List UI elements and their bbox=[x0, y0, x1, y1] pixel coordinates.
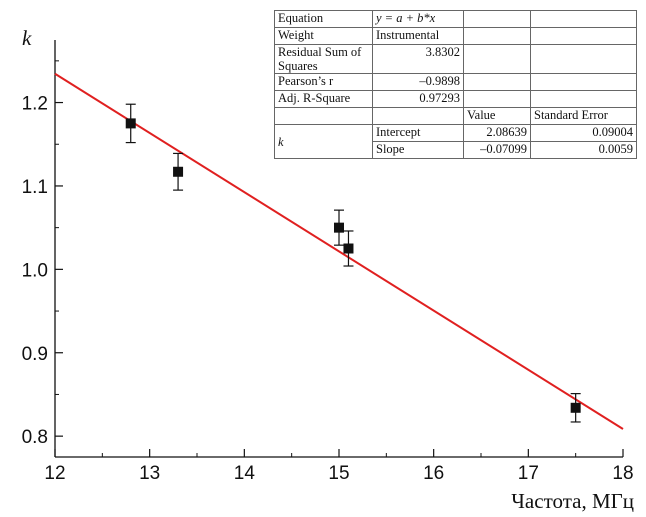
x-tick-label: 16 bbox=[423, 463, 444, 484]
pearson-label: Pearson’s r bbox=[274, 73, 373, 91]
fit-line bbox=[54, 72, 624, 430]
x-tick-label: 14 bbox=[234, 463, 256, 484]
intercept-label: Intercept bbox=[372, 124, 464, 142]
slope-value: –0.07099 bbox=[463, 141, 531, 159]
rss-label: Residual Sum of Squares bbox=[274, 44, 373, 74]
data-point bbox=[570, 402, 581, 413]
empty-cell bbox=[463, 44, 531, 74]
points-layer bbox=[125, 103, 581, 423]
stderr-header: Standard Error bbox=[530, 107, 637, 125]
intercept-row: k Intercept 2.08639 0.09004 bbox=[274, 124, 637, 159]
weight-value: Instrumental bbox=[372, 27, 464, 45]
x-tick-label: 13 bbox=[139, 463, 160, 484]
empty-cell bbox=[530, 90, 637, 108]
empty-cell bbox=[530, 73, 637, 91]
intercept-value: 2.08639 bbox=[463, 124, 531, 142]
value-header: Value bbox=[463, 107, 531, 125]
slope-stderr: 0.0059 bbox=[530, 141, 637, 159]
equation-row: Equation y = a + b*x bbox=[274, 10, 637, 28]
pearson-row: Pearson’s r –0.9898 bbox=[274, 73, 637, 91]
intercept-stderr: 0.09004 bbox=[530, 124, 637, 142]
data-point bbox=[334, 222, 344, 233]
empty-cell bbox=[463, 90, 531, 108]
empty-cell bbox=[463, 73, 531, 91]
x-tick-label: 17 bbox=[518, 463, 539, 484]
equation-label: Equation bbox=[274, 10, 373, 28]
empty-cell bbox=[530, 44, 637, 74]
weight-row: Weight Instrumental bbox=[274, 27, 637, 45]
adj-r2-row: Adj. R-Square 0.97293 bbox=[274, 90, 637, 108]
empty-cell bbox=[274, 107, 373, 125]
y-tick-label: 1.0 bbox=[22, 260, 48, 281]
fit-layer bbox=[54, 72, 624, 430]
empty-cell bbox=[463, 10, 531, 28]
x-tick-label: 12 bbox=[44, 463, 65, 484]
adj-r2-label: Adj. R-Square bbox=[274, 90, 373, 108]
param-header-row: Value Standard Error bbox=[274, 107, 637, 125]
data-point bbox=[173, 166, 184, 177]
empty-cell bbox=[463, 27, 531, 45]
y-tick-label: 1.2 bbox=[22, 94, 48, 115]
empty-cell bbox=[530, 10, 637, 28]
y-axis-title: k bbox=[22, 26, 32, 50]
labels-layer: 12 13 14 15 16 17 18 0.8 0.9 1.0 1.1 1.2 k Частота, М… bbox=[22, 26, 634, 513]
empty-cell bbox=[372, 107, 464, 125]
slope-row: Slope –0.07099 0.0059 bbox=[275, 141, 637, 159]
axes bbox=[54, 40, 624, 458]
x-tick-label: 15 bbox=[328, 463, 349, 484]
empty-cell bbox=[530, 27, 637, 45]
rss-value: 3.8302 bbox=[372, 44, 464, 74]
y-tick-label: 0.8 bbox=[22, 427, 48, 448]
adj-r2-value: 0.97293 bbox=[372, 90, 464, 108]
param-label: k bbox=[274, 124, 373, 159]
y-tick-label: 0.9 bbox=[22, 344, 48, 365]
weight-label: Weight bbox=[274, 27, 373, 45]
rss-row: Residual Sum of Squares 3.8302 bbox=[274, 44, 637, 74]
fit-statistics-table: Equation y = a + b*x Weight Instrumental… bbox=[274, 10, 637, 159]
y-tick-label: 1.1 bbox=[22, 177, 48, 198]
equation-value: y = a + b*x bbox=[372, 10, 464, 28]
pearson-value: –0.9898 bbox=[372, 73, 464, 91]
slope-label: Slope bbox=[372, 141, 464, 159]
x-axis-title: Частота, МГц bbox=[511, 489, 634, 513]
data-point bbox=[125, 118, 136, 129]
data-point bbox=[343, 243, 354, 254]
x-tick-label: 18 bbox=[612, 463, 633, 484]
